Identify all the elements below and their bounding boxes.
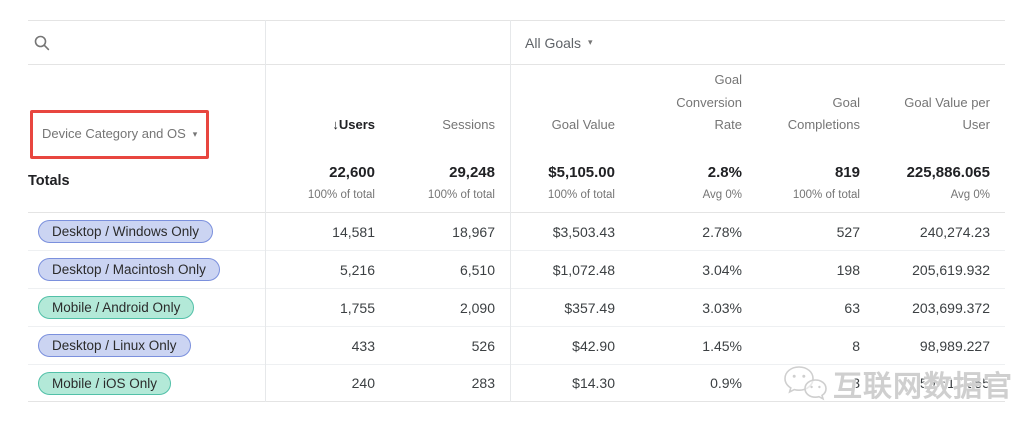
- users-value: 14,581: [332, 223, 375, 240]
- goals-report-table: All Goals ▾ Device Category and OS ▾ ↓Us…: [28, 20, 1005, 402]
- dimension-cell: Desktop / Windows Only: [28, 220, 265, 243]
- dimension-cell: Mobile / Android Only: [28, 296, 265, 319]
- table-toolbar-row: All Goals ▾: [28, 20, 1005, 65]
- column-header-goal-value-per-user[interactable]: Goal Value per User: [904, 94, 990, 133]
- table-row: Desktop / Linux Only 433 526 $42.90 1.45…: [28, 326, 1005, 364]
- goal-value: $14.30: [572, 375, 615, 391]
- goal-value: $1,072.48: [552, 261, 615, 278]
- column-header-goal-value[interactable]: Goal Value: [551, 117, 615, 133]
- dimension-cell: Desktop / Linux Only: [28, 334, 265, 357]
- goal-conversion-rate-value: 0.9%: [710, 375, 742, 391]
- column-header-users[interactable]: ↓Users: [265, 65, 390, 150]
- column-header-sessions[interactable]: Sessions: [442, 117, 495, 133]
- goal-completions-value: 527: [836, 223, 860, 240]
- dimension-cell: Mobile / iOS Only: [28, 371, 265, 395]
- totals-sessions: 29,248 100% of total: [427, 163, 495, 201]
- dimension-dropdown[interactable]: Device Category and OS ▾: [30, 110, 210, 159]
- table-row: Desktop / Macintosh Only 5,216 6,510 $1,…: [28, 250, 1005, 288]
- dimension-dropdown-label: Device Category and OS: [42, 126, 186, 142]
- column-divider: [510, 20, 511, 402]
- goal-completions-value: 198: [836, 261, 860, 278]
- totals-goal-completions: 819 100% of total: [792, 163, 860, 201]
- table-row: Mobile / iOS Only 240 283 $14.30 0.9% 3 …: [28, 364, 1005, 402]
- goal-completions-value: 8: [852, 337, 860, 354]
- goal-conversion-rate-value: 3.04%: [702, 261, 742, 278]
- dimension-header-cell: Device Category and OS ▾: [28, 65, 265, 159]
- totals-row: Totals 22,600 100% of total 29,248 100% of…: [28, 150, 1005, 212]
- users-value: 240: [351, 375, 375, 391]
- goal-value: $42.90: [572, 337, 615, 354]
- device-category-badge: Desktop / Macintosh Only: [38, 258, 220, 281]
- goal-completions-value: 3: [852, 375, 860, 391]
- totals-goal-value-per-user: 225,886.065 Avg 0%: [906, 163, 990, 201]
- sessions-value: 18,967: [452, 223, 495, 240]
- table-row: Desktop / Windows Only 14,581 18,967 $3,…: [28, 212, 1005, 250]
- goal-value-per-user-value: 59,617.355: [919, 375, 990, 391]
- device-category-badge: Desktop / Linux Only: [38, 334, 191, 357]
- search-icon: [33, 34, 51, 52]
- goal-value-per-user-value: 205,619.932: [912, 261, 990, 278]
- column-header-goal-completions[interactable]: Goal Completions: [787, 94, 860, 133]
- search-button[interactable]: [28, 34, 265, 52]
- totals-users: 22,600 100% of total: [307, 163, 375, 201]
- users-value: 433: [351, 337, 375, 354]
- dimension-cell: Desktop / Macintosh Only: [28, 258, 265, 281]
- goal-value-per-user-value: 98,989.227: [919, 337, 990, 354]
- goal-value-per-user-value: 240,274.23: [919, 223, 990, 240]
- sessions-value: 526: [471, 337, 495, 354]
- column-header-row: Device Category and OS ▾ ↓Users Sessions…: [28, 65, 1005, 159]
- goal-value: $357.49: [564, 299, 615, 316]
- column-header-goal-conversion-rate[interactable]: Goal Conversion Rate: [676, 71, 742, 133]
- sessions-value: 2,090: [459, 299, 495, 316]
- device-category-badge: Mobile / iOS Only: [38, 371, 172, 395]
- goal-conversion-rate-value: 1.45%: [702, 337, 742, 354]
- all-goals-label: All Goals: [525, 34, 582, 51]
- device-category-badge: Desktop / Windows Only: [38, 220, 214, 243]
- goal-conversion-rate-value: 2.78%: [702, 223, 742, 240]
- goal-completions-value: 63: [844, 299, 860, 316]
- users-value: 5,216: [339, 261, 375, 278]
- all-goals-dropdown[interactable]: All Goals ▾: [510, 35, 1005, 51]
- chevron-down-icon: ▾: [588, 37, 593, 47]
- sessions-value: 6,510: [459, 261, 495, 278]
- users-value: 1,755: [339, 299, 375, 316]
- totals-goal-conversion-rate: 2.8% Avg 0%: [702, 163, 742, 201]
- totals-label: Totals: [28, 173, 70, 189]
- goal-conversion-rate-value: 3.03%: [702, 299, 742, 316]
- users-header-label: Users: [338, 117, 375, 133]
- device-category-badge: Mobile / Android Only: [38, 296, 195, 319]
- goal-value-per-user-value: 203,699.372: [912, 299, 990, 316]
- goal-value: $3,503.43: [552, 223, 615, 240]
- column-divider: [265, 20, 266, 402]
- totals-goal-value: $5,105.00 100% of total: [547, 163, 615, 201]
- sessions-value: 283: [471, 375, 495, 391]
- chevron-down-icon: ▾: [192, 129, 198, 140]
- sort-desc-icon: ↓: [332, 117, 339, 133]
- table-row: Mobile / Android Only 1,755 2,090 $357.4…: [28, 288, 1005, 326]
